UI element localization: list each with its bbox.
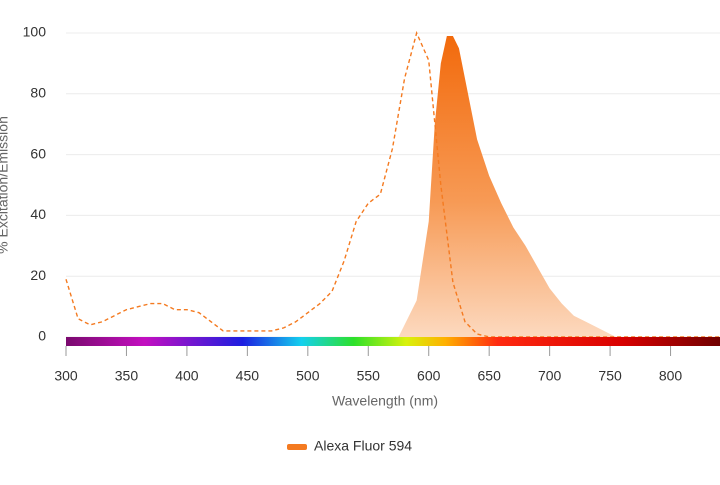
x-tick-label: 300 (54, 368, 78, 384)
legend-swatch (287, 444, 307, 450)
legend-label: Alexa Fluor 594 (314, 438, 412, 454)
y-tick-label: 40 (30, 206, 46, 222)
y-axis-title: % Excitation/Emission (0, 116, 11, 254)
plot-area (65, 30, 720, 338)
grid (66, 32, 720, 338)
x-tick-label: 800 (659, 368, 683, 384)
x-tick-label: 750 (598, 368, 622, 384)
spectrum-bar (66, 337, 720, 346)
legend[interactable]: Alexa Fluor 594 (287, 438, 412, 454)
x-tick-label: 650 (478, 368, 502, 384)
x-tick-label: 450 (236, 368, 260, 384)
y-tick-label: 100 (23, 24, 47, 40)
x-tick-label: 600 (417, 368, 441, 384)
x-tick-label: 400 (175, 368, 199, 384)
y-tick-label: 60 (30, 145, 46, 161)
excitation-line (65, 30, 720, 338)
x-tick-label: 700 (538, 368, 562, 384)
y-tick-label: 80 (30, 85, 46, 101)
y-tick-label: 0 (38, 328, 46, 344)
axes: 0 20 40 60 80 100 300 350 400 450 500 550 600 650 700 7… (23, 24, 720, 384)
y-tick-label: 20 (30, 267, 46, 283)
x-tick-label: 500 (296, 368, 320, 384)
x-axis-title: Wavelength (nm) (332, 393, 438, 409)
emission-area (398, 36, 617, 337)
x-tick-label: 350 (115, 368, 139, 384)
x-tick-label: 550 (357, 368, 381, 384)
